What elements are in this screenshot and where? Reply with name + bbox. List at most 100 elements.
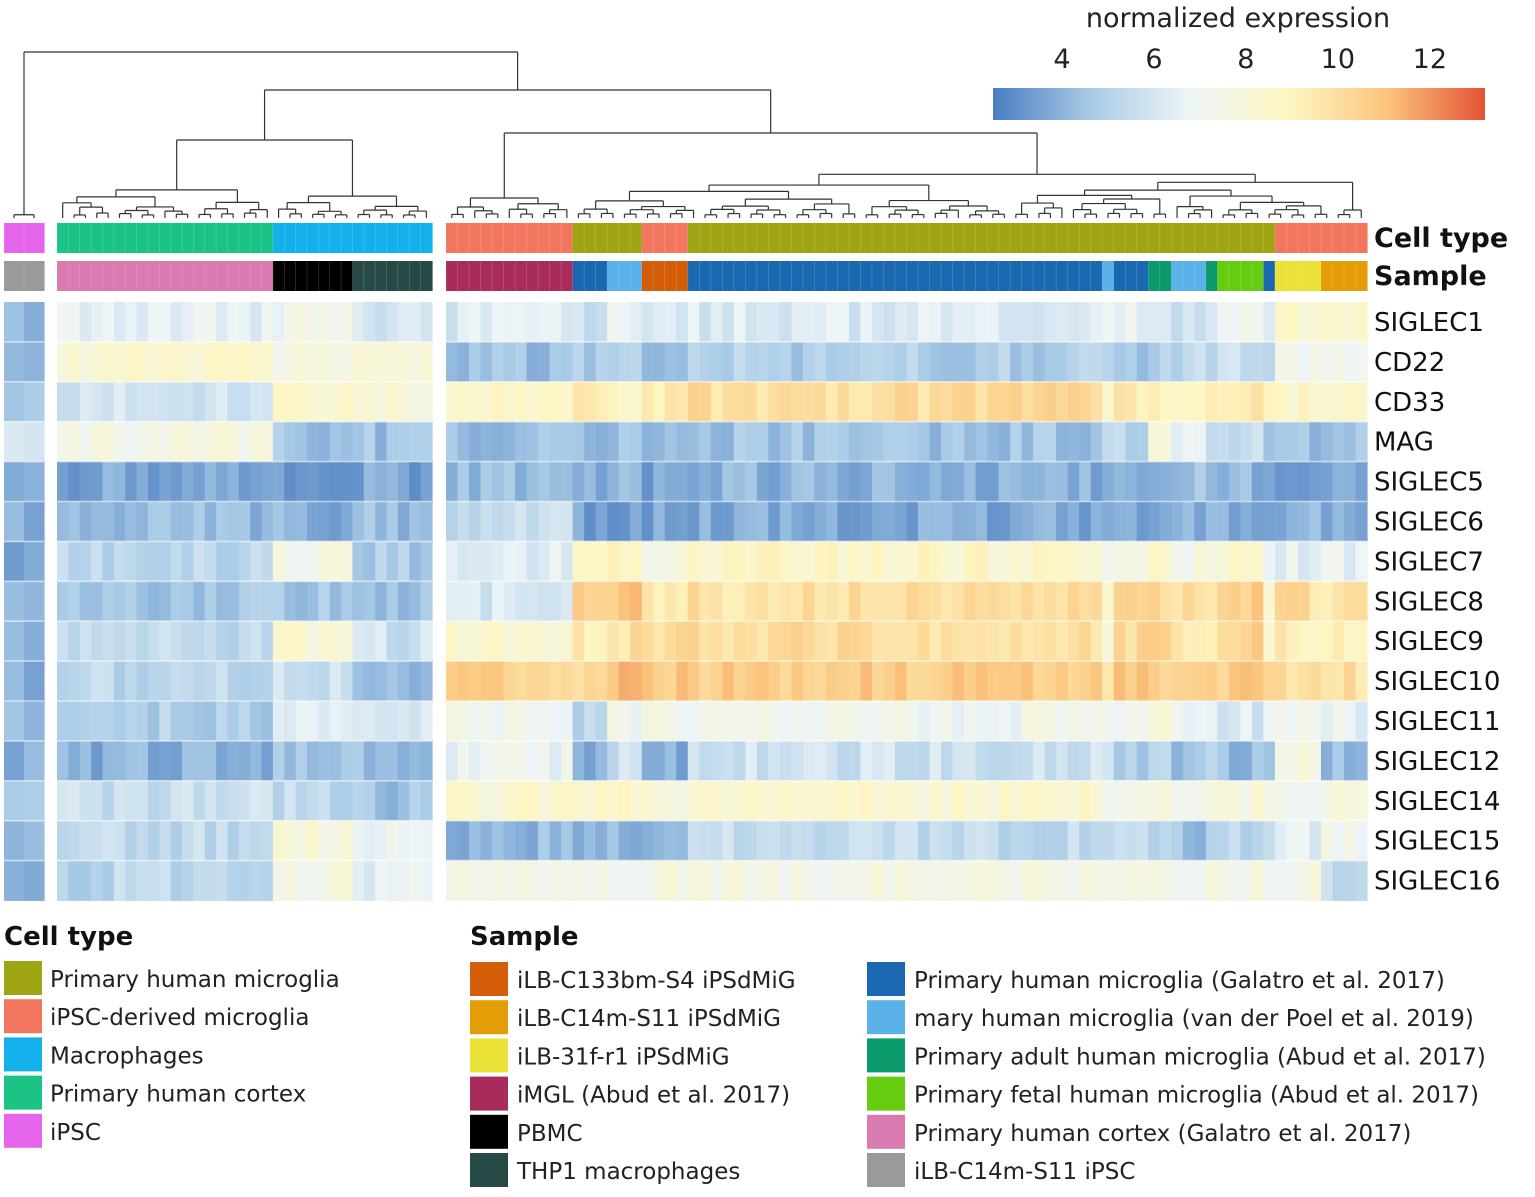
heatmap-cell [768, 341, 781, 383]
heatmap-cell [1010, 820, 1023, 861]
heatmap-cell [941, 421, 954, 462]
heatmap-cell [503, 541, 516, 582]
heatmap-cell [1079, 541, 1092, 582]
heatmap-cell [848, 302, 862, 343]
heatmap-cell [1332, 381, 1345, 423]
heatmap-cell [1297, 621, 1311, 662]
heatmap-cell [1286, 661, 1299, 702]
heatmap-cell [722, 780, 735, 822]
sample-cell [1125, 261, 1138, 291]
heatmap-cell [238, 581, 251, 622]
heatmap-cell [538, 621, 551, 662]
heatmap-cell [975, 860, 988, 901]
heatmap-cell [318, 860, 331, 901]
heatmap-cell [363, 302, 376, 343]
heatmap-cell [1136, 820, 1149, 861]
heatmap-cell [791, 661, 804, 702]
heatmap-cell [1240, 461, 1253, 502]
heatmap-cell [918, 780, 931, 822]
heatmap-cell [515, 421, 528, 462]
sample-cell [182, 261, 194, 291]
heatmap-cell [515, 621, 528, 662]
heatmap-cell [1148, 860, 1161, 901]
heatmap-cell [814, 381, 827, 423]
heatmap-cell [363, 701, 376, 742]
heatmap-cell [745, 701, 758, 742]
heatmap-cell [1056, 740, 1069, 782]
heatmap-cell [929, 621, 942, 662]
heatmap-cell [871, 860, 885, 901]
heatmap-cell [295, 541, 308, 582]
heatmap-cell [170, 820, 183, 861]
heatmap-cell [216, 860, 229, 901]
heatmap-cell [526, 421, 539, 462]
sample-cell [386, 261, 399, 291]
heatmap-cell [91, 860, 104, 901]
heatmap-cell [1113, 541, 1126, 582]
heatmap-cell [1102, 820, 1115, 861]
heatmap-cell [1182, 421, 1195, 462]
heatmap-cell [4, 501, 25, 542]
heatmap-cell [469, 860, 482, 901]
heatmap-cell [363, 860, 376, 901]
heatmap-cell [1355, 341, 1368, 383]
heatmap-cell [113, 820, 126, 861]
heatmap-cell [261, 501, 274, 542]
heatmap-cell [1343, 860, 1357, 901]
heatmap-cell [814, 341, 827, 383]
heatmap-cell [526, 740, 539, 782]
heatmap-cell [261, 780, 274, 822]
cell-type-cell [1148, 223, 1161, 253]
heatmap-cell [113, 461, 126, 502]
heatmap-cell [307, 341, 319, 383]
heatmap-cell [561, 541, 574, 582]
heatmap-cell [906, 501, 919, 542]
heatmap-cell [250, 302, 263, 343]
cell-type-cell [526, 223, 539, 253]
heatmap-cell [641, 541, 654, 582]
heatmap-cell [871, 581, 885, 622]
heatmap-cell [975, 302, 988, 343]
heatmap-cell [318, 421, 331, 462]
heatmap-cell [975, 341, 988, 383]
sample-cell [1355, 261, 1368, 291]
sample-cell [802, 261, 815, 291]
heatmap-cell [193, 341, 206, 383]
heatmap-cell [871, 501, 885, 542]
heatmap-cell [480, 621, 493, 662]
heatmap-cell [998, 820, 1011, 861]
cell-type-cell [860, 223, 873, 253]
heatmap-cell [664, 341, 677, 383]
heatmap-cell [284, 302, 297, 343]
heatmap-cell [57, 740, 69, 782]
heatmap-cell [1194, 621, 1207, 662]
heatmap-cell [630, 421, 643, 462]
cell-type-cell [1159, 223, 1172, 253]
heatmap-cell [386, 341, 399, 383]
heatmap-cell [664, 302, 677, 343]
heatmap-cell [1113, 860, 1126, 901]
heatmap-cell [837, 421, 850, 462]
heatmap-cell [676, 302, 689, 343]
cell-type-cell [664, 223, 677, 253]
heatmap-cell [352, 541, 365, 582]
heatmap-cell [975, 581, 988, 622]
sample-cell [722, 261, 735, 291]
heatmap-cell [918, 381, 931, 423]
cell-type-cell [79, 223, 92, 253]
heatmap-cell [397, 541, 410, 582]
heatmap-cell [1263, 501, 1276, 542]
heatmap-cell [894, 621, 908, 662]
colorbar-gradient [993, 88, 1485, 120]
cell-type-cell [1102, 223, 1115, 253]
heatmap-cell [125, 501, 138, 542]
heatmap-cell [79, 541, 92, 582]
heatmap-cell [952, 701, 965, 742]
heatmap-cell [1228, 341, 1241, 383]
heatmap-cell [998, 860, 1011, 901]
heatmap-cell [572, 701, 585, 742]
heatmap-cell [676, 860, 689, 901]
heatmap-cell [630, 740, 643, 782]
heatmap-cell [1102, 421, 1115, 462]
heatmap-cell [1079, 860, 1092, 901]
